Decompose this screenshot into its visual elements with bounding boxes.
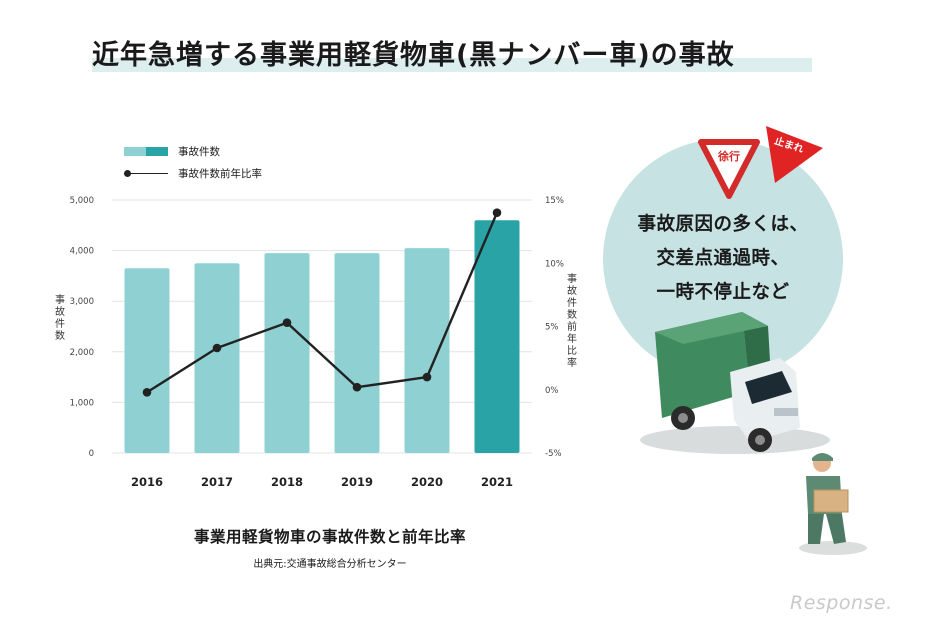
truck-icon xyxy=(640,312,830,454)
y2-axis-title: 事故件数前年比率 xyxy=(567,272,577,369)
y-tick-label-4: 4,000 xyxy=(70,247,94,257)
page-title: 近年急増する事業用軽貨物車(黒ナンバー車)の事故 xyxy=(92,40,735,71)
callout-line-3: 一時不停止など xyxy=(656,282,790,303)
y2-axis-title-char-0: 事 xyxy=(567,272,577,285)
bar-2017 xyxy=(194,263,240,453)
legend-swatch-bar xyxy=(124,146,146,156)
title-highlight-band xyxy=(92,58,812,72)
axis-layer: 0 1,000 2,000 3,000 4,000 5,000 -5% 0% 5% 10% 15% 事… xyxy=(55,196,577,489)
legend-swatch-line xyxy=(124,169,168,178)
y-axis-title-char-0: 事 xyxy=(55,293,65,306)
x-tick-label-2016: 2016 xyxy=(131,475,163,489)
y2-tick-label-3: 10% xyxy=(545,259,564,269)
legend-item-bars: 事故件数 xyxy=(124,140,262,162)
y2-tick-label-4: 15% xyxy=(545,196,564,206)
y-tick-label-1: 1,000 xyxy=(70,398,94,408)
ratio-point-2017 xyxy=(212,343,222,353)
callout-line-2: 交差点通過時、 xyxy=(656,248,790,269)
bar-2020 xyxy=(404,248,450,453)
stop-sign-icon: 止まれ xyxy=(766,126,823,183)
delivery-worker-icon xyxy=(799,453,867,555)
y2-axis-title-char-7: 率 xyxy=(567,356,577,369)
bar-2021 xyxy=(474,220,520,453)
bar-2019 xyxy=(334,253,380,453)
ratio-point-2019 xyxy=(352,382,362,392)
line-layer xyxy=(142,208,502,397)
legend-swatch-bar-highlight xyxy=(146,146,168,156)
callout-text: 事故原因の多くは、 交差点通過時、 一時不停止など xyxy=(603,208,843,310)
x-tick-label-2018: 2018 xyxy=(271,475,303,489)
ratio-point-2018 xyxy=(282,318,292,328)
y-tick-label-5: 5,000 xyxy=(70,196,94,206)
chart-legend: 事故件数 事故件数前年比率 xyxy=(124,140,262,184)
chart-caption: 事業用軽貨物車の事故件数と前年比率 xyxy=(193,528,466,546)
y2-axis-title-char-3: 数 xyxy=(567,308,577,321)
y-axis-title: 事故件数 xyxy=(55,293,65,342)
y2-axis-title-char-5: 年 xyxy=(567,332,577,345)
y-axis-title-char-3: 数 xyxy=(55,329,65,342)
yield-sign-icon: 徐行 xyxy=(698,139,760,199)
ratio-point-2020 xyxy=(422,372,432,382)
legend-label-line: 事故件数前年比率 xyxy=(178,167,262,180)
y2-tick-label-1: 0% xyxy=(545,386,559,396)
source-note: 出典元:交通事故総合分析センター xyxy=(253,559,407,570)
grid-layer xyxy=(112,199,532,454)
x-tick-label-2021: 2021 xyxy=(481,475,513,489)
bar-layer xyxy=(124,220,520,453)
y2-axis-title-char-1: 故 xyxy=(567,284,577,297)
y2-axis-title-char-2: 件 xyxy=(567,297,577,309)
x-tick-label-2017: 2017 xyxy=(201,475,233,489)
x-tick-label-2019: 2019 xyxy=(341,475,373,489)
y2-axis-title-char-4: 前 xyxy=(567,320,577,333)
y-axis-title-char-2: 件 xyxy=(55,318,65,330)
ratio-point-2016 xyxy=(142,387,152,397)
y-tick-label-2: 2,000 xyxy=(70,348,94,358)
callout-line-1: 事故原因の多くは、 xyxy=(637,214,809,235)
y-tick-label-0: 0 xyxy=(89,449,94,459)
ratio-point-2021 xyxy=(492,208,502,217)
x-tick-label-2020: 2020 xyxy=(411,475,443,489)
legend-label-bars: 事故件数 xyxy=(178,145,220,158)
legend-item-line: 事故件数前年比率 xyxy=(124,162,262,184)
y-axis-title-char-1: 故 xyxy=(55,305,65,318)
bar-2018 xyxy=(264,253,310,453)
y2-axis-title-char-6: 比 xyxy=(567,345,577,357)
yield-sign-label: 徐行 xyxy=(717,149,740,163)
bar-2016 xyxy=(124,268,170,453)
y2-tick-label-2: 5% xyxy=(545,323,559,333)
watermark-logo: Response. xyxy=(790,592,893,614)
y2-tick-label-0: -5% xyxy=(545,449,562,459)
ratio-line xyxy=(146,212,499,394)
y-tick-label-3: 3,000 xyxy=(70,297,94,307)
